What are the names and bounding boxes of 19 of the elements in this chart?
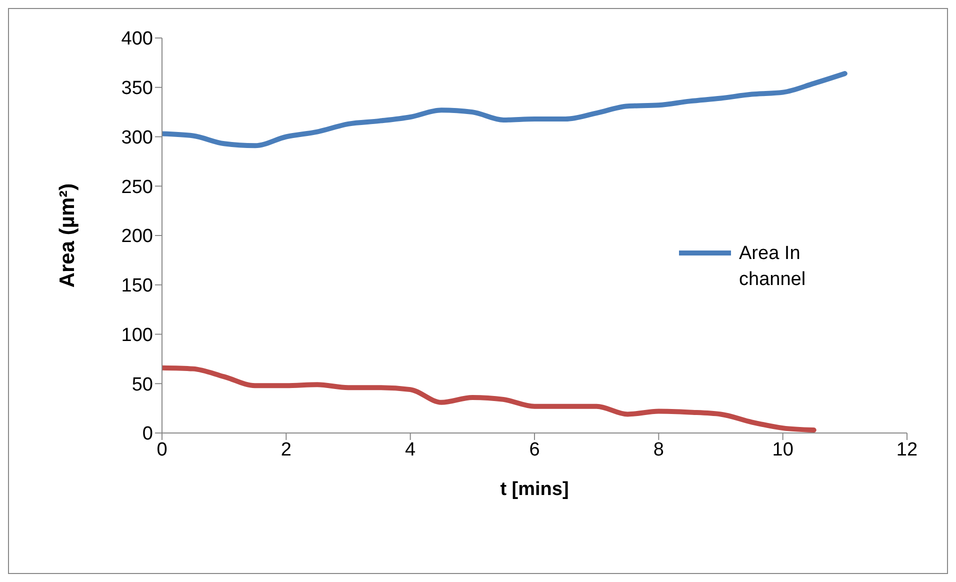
y-tick-label: 350 xyxy=(121,78,153,100)
x-tick-label: 8 xyxy=(653,439,664,460)
y-tick-label: 0 xyxy=(142,424,153,445)
x-axis-title: t [mins] xyxy=(500,479,569,500)
y-tick-label: 150 xyxy=(121,276,153,297)
legend-label: Area In channel xyxy=(739,242,807,292)
y-tick-label: 250 xyxy=(121,176,153,198)
x-tick-label: 2 xyxy=(280,439,292,460)
y-tick-label: 300 xyxy=(121,127,153,148)
x-tick-label: 10 xyxy=(772,439,794,460)
y-tick-label: 400 xyxy=(121,28,153,50)
y-axis-title: Area (µm²) xyxy=(56,183,79,288)
y-tick-label: 200 xyxy=(121,226,153,248)
y-tick-label: 100 xyxy=(121,324,153,346)
x-tick-label: 6 xyxy=(529,439,540,460)
x-tick-label: 4 xyxy=(405,439,416,460)
x-tick-label: 0 xyxy=(156,439,168,460)
x-tick-label: 12 xyxy=(896,439,918,460)
y-tick-label: 50 xyxy=(132,374,153,396)
